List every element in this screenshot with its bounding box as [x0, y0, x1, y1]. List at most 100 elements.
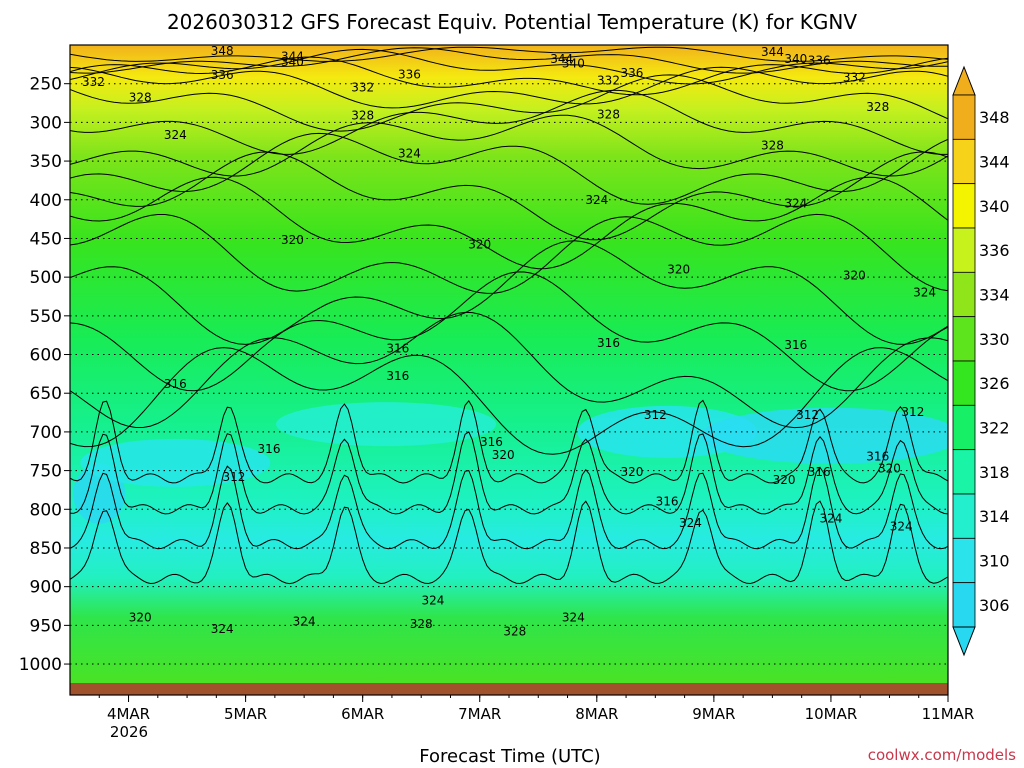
y-tick-label: 700	[30, 423, 62, 443]
contour-label: 316	[258, 442, 281, 456]
colorbar-label: 314	[979, 507, 1010, 526]
contour-label: 328	[761, 139, 784, 153]
contour-label: 336	[808, 53, 831, 67]
y-tick-label: 850	[30, 539, 62, 559]
contour-label: 316	[656, 495, 679, 509]
colorbar: 348 344 340 336 334 330 326 322 318 314 310 306	[952, 65, 1010, 657]
contour-label: 316	[808, 465, 831, 479]
colorbar-label: 334	[979, 286, 1010, 305]
contour-line	[70, 114, 948, 177]
colorbar-segment	[952, 449, 976, 495]
contour-label: 316	[480, 435, 503, 449]
contour-line	[70, 48, 948, 85]
contour-label: 344	[761, 45, 784, 59]
contour-label: 320	[843, 269, 866, 283]
x-tick-label: 11MAR	[922, 705, 975, 723]
contour-label: 312	[796, 408, 819, 422]
theta-e-field	[70, 45, 948, 695]
x-axis-year: 2026	[110, 723, 148, 741]
contour-label: 344	[281, 50, 304, 64]
colorbar-label: 340	[979, 197, 1010, 216]
contour-line	[70, 132, 948, 205]
colorbar-label: 306	[979, 596, 1010, 615]
contour-label: 324	[211, 622, 234, 636]
credit-text: coolwx.com/models	[868, 746, 1016, 764]
colorbar-label: 318	[979, 463, 1010, 482]
contour-label: 316	[386, 369, 409, 383]
colorbar-segment	[952, 404, 976, 451]
grid-lines	[70, 83, 948, 665]
contour-label: 312	[644, 408, 667, 422]
y-tick-label: 1000	[19, 655, 62, 675]
contour-line	[70, 74, 948, 132]
x-tick-label: 10MAR	[805, 705, 858, 723]
colorbar-label: 326	[979, 374, 1010, 393]
contour-label: 324	[784, 197, 807, 211]
y-tick-label: 650	[30, 384, 62, 404]
contour-label: 324	[293, 614, 316, 628]
y-tick-label: 400	[30, 191, 62, 211]
contour-lines	[70, 46, 948, 585]
colorbar-top-arrow	[952, 65, 976, 96]
contour-label: 324	[585, 193, 608, 207]
ground-strip	[70, 683, 948, 695]
contour-label: 320	[773, 473, 796, 487]
x-tick-label: 8MAR	[575, 705, 618, 723]
contour-label: 320	[667, 262, 690, 276]
colorbar-label: 336	[979, 241, 1010, 260]
contour-line	[70, 311, 948, 429]
contour-label: 332	[351, 81, 374, 95]
y-tick-label: 600	[30, 346, 62, 366]
contour-line	[70, 399, 948, 484]
contour-label: 324	[164, 128, 187, 142]
contour-line	[70, 213, 948, 294]
contour-line	[70, 465, 948, 550]
colorbar-segment	[952, 493, 976, 539]
contour-label: 320	[492, 448, 515, 462]
contour-line	[70, 66, 948, 109]
contour-line	[70, 431, 948, 515]
colorbar-label: 344	[979, 153, 1010, 172]
contour-label: 324	[398, 146, 421, 160]
contour-line	[70, 56, 948, 96]
colorbar-segment	[952, 537, 976, 584]
x-tick-label: 4MAR	[107, 705, 150, 723]
contour-label: 320	[281, 233, 304, 247]
x-tick-label: 9MAR	[692, 705, 735, 723]
y-tick-label: 500	[30, 268, 62, 288]
contour-line	[70, 347, 948, 455]
y-tick-label: 800	[30, 500, 62, 520]
colorbar-label: 310	[979, 552, 1010, 571]
contour-label: 328	[351, 108, 374, 122]
colorbar-segment	[952, 360, 976, 406]
colorbar-segment	[952, 227, 976, 273]
contour-label: 320	[620, 465, 643, 479]
contour-label: 344	[550, 52, 573, 66]
contour-label: 332	[82, 75, 105, 89]
x-tick-label: 5MAR	[224, 705, 267, 723]
colorbar-segment	[952, 94, 976, 140]
contour-label: 336	[620, 66, 643, 80]
cold-pocket-4	[276, 402, 497, 447]
y-tick-label: 250	[30, 75, 62, 95]
colorbar-segment	[952, 582, 976, 628]
contour-label: 324	[679, 516, 702, 530]
x-tick-label: 6MAR	[341, 705, 384, 723]
contour-label: 336	[211, 68, 234, 82]
colorbar-bottom-arrow	[952, 626, 976, 657]
contour-line	[70, 47, 948, 74]
contour-label: 332	[597, 74, 620, 88]
contour-label: 340	[562, 57, 585, 71]
contour-label: 348	[211, 44, 234, 58]
contour-label: 328	[129, 91, 152, 105]
contour-label: 312	[222, 470, 245, 484]
chart-title: 2026030312 GFS Forecast Equiv. Potential…	[167, 10, 857, 34]
contour-label: 328	[597, 108, 620, 122]
x-axis-title: Forecast Time (UTC)	[419, 746, 600, 767]
colorbar-segment	[952, 183, 976, 229]
contour-label: 340	[281, 55, 304, 69]
contour-label: 328	[410, 617, 433, 631]
